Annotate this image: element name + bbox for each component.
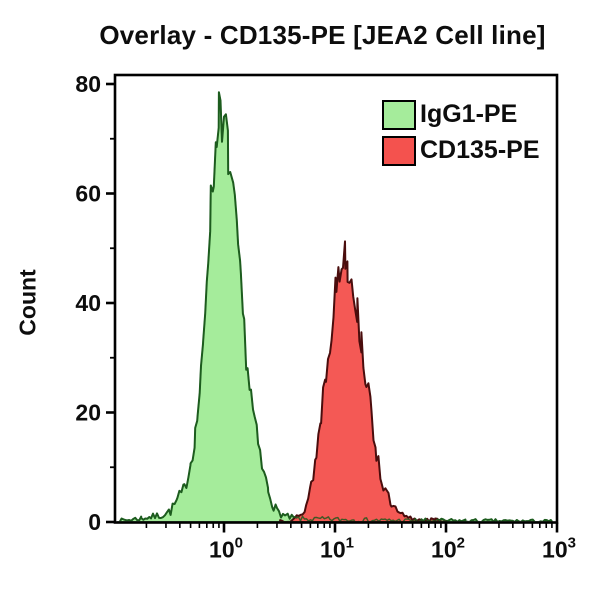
y-tick-label: 20 xyxy=(75,400,101,426)
x-tick-label: 103 xyxy=(542,535,576,563)
legend-swatch-igg1 xyxy=(382,99,416,130)
x-tick-label: 102 xyxy=(431,535,465,563)
y-axis-ticks: 0 20 40 60 80 xyxy=(75,71,115,535)
y-tick-label: 80 xyxy=(75,71,101,97)
series-group xyxy=(117,91,553,522)
y-tick-label: 0 xyxy=(88,509,101,535)
legend-label-cd135: CD135-PE xyxy=(420,136,540,164)
series-cd135-pe xyxy=(279,240,447,522)
legend-label-igg1: IgG1-PE xyxy=(420,100,518,128)
series-igg1-pe-outline xyxy=(119,91,553,522)
y-tick-label: 40 xyxy=(75,290,101,316)
x-axis-ticks: 100 101 102 103 xyxy=(145,522,576,563)
y-tick-label: 60 xyxy=(75,181,101,207)
x-tick-label: 100 xyxy=(209,535,243,563)
chart-title: Overlay - CD135-PE [JEA2 Cell line] xyxy=(99,20,546,50)
legend-item-igg1: IgG1-PE xyxy=(382,98,540,131)
legend: IgG1-PE CD135-PE xyxy=(382,98,540,170)
x-tick-label: 101 xyxy=(320,535,354,563)
legend-swatch-cd135 xyxy=(382,135,416,166)
legend-item-cd135: CD135-PE xyxy=(382,134,540,167)
